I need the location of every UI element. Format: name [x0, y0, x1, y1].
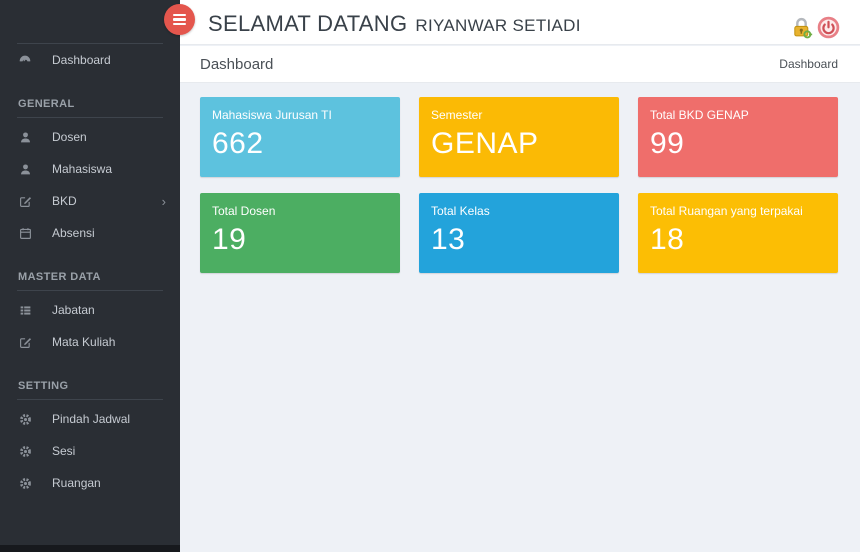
sidebar-item-sesi[interactable]: Sesi	[0, 435, 180, 467]
stat-card-label: Total BKD GENAP	[650, 108, 749, 122]
sidebar-item-bkd[interactable]: BKD ›	[0, 185, 180, 217]
user-icon	[18, 162, 32, 176]
section-heading: GENERAL	[18, 98, 75, 110]
welcome-title: SELAMAT DATANG	[208, 11, 408, 36]
stat-card-value: 662	[212, 127, 264, 160]
edit-icon	[18, 335, 32, 349]
stat-card-label: Mahasiswa Jurusan TI	[212, 108, 332, 122]
stat-card-mahasiswa-jurusan-ti[interactable]: Mahasiswa Jurusan TI 662	[200, 97, 400, 177]
sidebar-item-label: Dashboard	[52, 53, 111, 67]
sidebar-section-setting: SETTING Pindah Jadwal Sesi Ruangan	[0, 372, 180, 499]
stat-card-value: 13	[431, 223, 466, 256]
sidebar-item-mata-kuliah[interactable]: Mata Kuliah	[0, 326, 180, 358]
stat-cards-grid: Mahasiswa Jurusan TI 662 Semester GENAP …	[200, 97, 840, 273]
sidebar-item-pindah-jadwal[interactable]: Pindah Jadwal	[0, 403, 180, 435]
sidebar-section-master-data: MASTER DATA Jabatan Mata Kuliah	[0, 263, 180, 358]
stat-card-label: Total Ruangan yang terpakai	[650, 204, 803, 218]
sidebar-item-label: Jabatan	[52, 303, 95, 317]
sidebar-section-general: GENERAL Dosen Mahasiswa BKD › Absensi	[0, 90, 180, 249]
breadcrumb-bar: Dashboard Dashboard	[180, 46, 860, 83]
stat-card-value: 99	[650, 127, 685, 160]
list-icon	[18, 303, 32, 317]
divider	[17, 399, 163, 400]
sidebar-item-label: BKD	[52, 194, 77, 208]
sidebar-item-mahasiswa[interactable]: Mahasiswa	[0, 153, 180, 185]
stat-card-label: Semester	[431, 108, 483, 122]
gear-icon	[18, 412, 32, 426]
top-header: SELAMAT DATANG RIYANWAR SETIADI	[180, 0, 860, 45]
page-title: Dashboard	[200, 55, 274, 73]
stat-card-total-dosen[interactable]: Total Dosen 19	[200, 193, 400, 273]
calendar-icon	[18, 226, 32, 240]
stat-card-label: Total Kelas	[431, 204, 490, 218]
sidebar-item-absensi[interactable]: Absensi	[0, 217, 180, 249]
sidebar-item-label: Sesi	[52, 444, 76, 458]
section-heading: MASTER DATA	[18, 271, 101, 283]
header-icons	[789, 16, 840, 40]
stat-card-total-ruangan-terpakai[interactable]: Total Ruangan yang terpakai 18	[638, 193, 838, 273]
sidebar-item-label: Absensi	[52, 226, 95, 240]
sidebar-item-label: Dosen	[52, 130, 87, 144]
sidebar-footer-strip	[0, 545, 180, 552]
speedometer-icon	[18, 53, 32, 67]
sidebar-item-dosen[interactable]: Dosen	[0, 121, 180, 153]
stat-card-semester[interactable]: Semester GENAP	[419, 97, 619, 177]
stat-card-value: 18	[650, 223, 685, 256]
divider	[17, 290, 163, 291]
stat-card-value: 19	[212, 223, 247, 256]
sidebar-item-label: Mahasiswa	[52, 162, 113, 176]
sidebar-item-jabatan[interactable]: Jabatan	[0, 294, 180, 326]
gear-icon	[18, 476, 32, 490]
stat-card-total-bkd-genap[interactable]: Total BKD GENAP 99	[638, 97, 838, 177]
breadcrumb[interactable]: Dashboard	[779, 57, 838, 71]
stat-card-total-kelas[interactable]: Total Kelas 13	[419, 193, 619, 273]
chevron-right-icon: ›	[161, 193, 166, 209]
edit-icon	[18, 194, 32, 208]
divider	[17, 117, 163, 118]
sidebar-toggle-button[interactable]	[164, 4, 195, 35]
sidebar-item-label: Mata Kuliah	[52, 335, 116, 349]
power-icon[interactable]	[816, 16, 840, 40]
section-heading: SETTING	[18, 380, 69, 392]
hamburger-icon	[173, 13, 186, 16]
user-icon	[18, 130, 32, 144]
main-content: Mahasiswa Jurusan TI 662 Semester GENAP …	[180, 84, 860, 552]
stat-card-label: Total Dosen	[212, 204, 276, 218]
user-name: RIYANWAR SETIADI	[415, 16, 581, 35]
stat-card-value: GENAP	[431, 127, 539, 160]
sidebar-item-label: Pindah Jadwal	[52, 412, 131, 426]
sidebar-item-dashboard[interactable]: Dashboard	[0, 44, 180, 76]
sidebar-brand-area	[17, 0, 163, 44]
sidebar: Dashboard GENERAL Dosen Mahasiswa BKD ›	[0, 0, 180, 552]
lock-icon[interactable]	[789, 16, 813, 40]
gear-icon	[18, 444, 32, 458]
sidebar-item-ruangan[interactable]: Ruangan	[0, 467, 180, 499]
sidebar-item-label: Ruangan	[52, 476, 101, 490]
